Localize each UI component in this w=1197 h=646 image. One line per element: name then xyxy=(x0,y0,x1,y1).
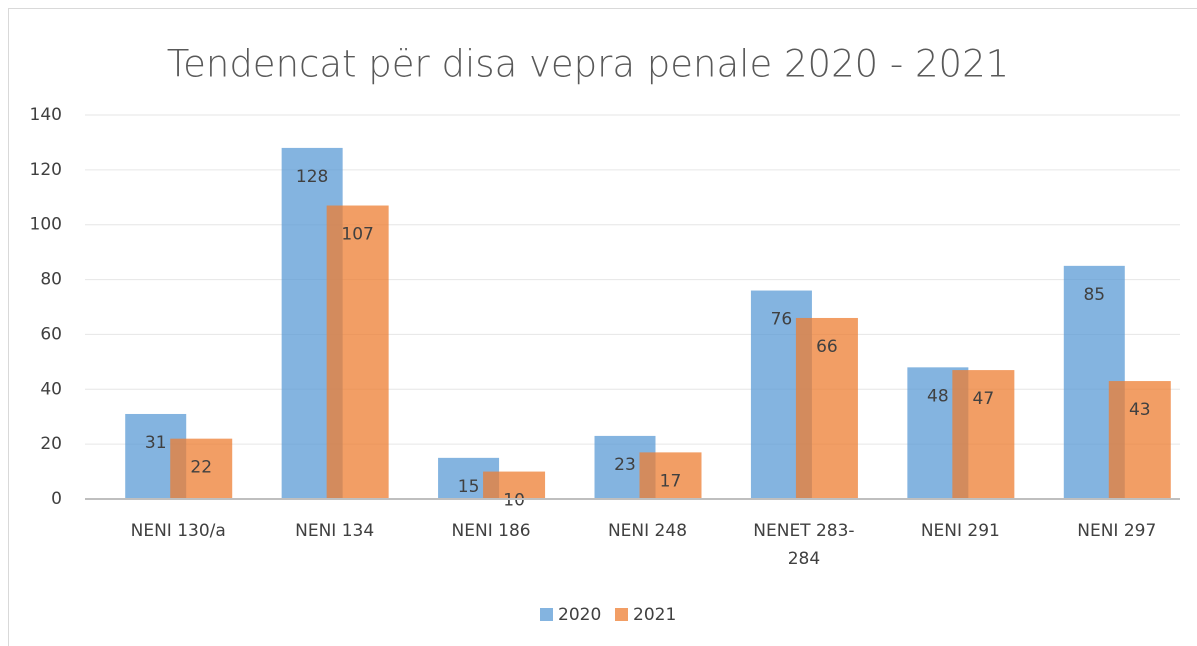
x-tick-label: NENI 248 xyxy=(607,521,688,541)
data-label: 85 xyxy=(1083,285,1105,305)
data-label: 66 xyxy=(816,337,838,357)
y-tick-label: 80 xyxy=(40,270,62,290)
y-tick-label: 100 xyxy=(30,215,62,235)
bar xyxy=(326,205,389,499)
bar xyxy=(952,370,1015,499)
data-label: 15 xyxy=(458,477,480,497)
y-tick-label: 140 xyxy=(30,105,62,125)
x-tick-label: NENI 130/a xyxy=(130,521,226,541)
legend-swatch xyxy=(540,608,553,621)
data-label: 76 xyxy=(771,310,793,330)
data-label: 47 xyxy=(973,389,995,409)
x-tick-label: NENI 186 xyxy=(451,521,531,541)
legend-label: 2021 xyxy=(633,605,676,625)
legend-swatch xyxy=(615,608,628,621)
bar xyxy=(795,317,858,499)
chart-title: Tendencat për disa vepra penale 2020 - 2… xyxy=(167,43,1009,86)
bar xyxy=(1108,381,1171,499)
y-tick-label: 0 xyxy=(51,489,62,509)
data-label: 22 xyxy=(190,458,212,478)
data-label: 43 xyxy=(1129,400,1151,420)
y-tick-label: 120 xyxy=(30,160,62,180)
bar xyxy=(639,452,702,499)
chart-border xyxy=(8,8,1197,646)
data-label: 23 xyxy=(614,455,636,475)
y-tick-label: 20 xyxy=(40,434,62,454)
y-tick-label: 60 xyxy=(40,324,62,344)
x-tick-label: NENET 283-284 xyxy=(753,521,855,569)
data-label: 128 xyxy=(296,167,328,187)
data-label: 10 xyxy=(503,491,525,511)
legend-label: 2020 xyxy=(558,605,601,625)
bar xyxy=(483,471,546,499)
data-label: 31 xyxy=(145,433,167,453)
data-label: 17 xyxy=(660,471,682,491)
data-label: 107 xyxy=(341,225,373,245)
y-tick-label: 40 xyxy=(40,379,62,399)
x-tick-label: NENI 297 xyxy=(1077,521,1157,541)
x-tick-label: NENI 134 xyxy=(295,521,375,541)
bar xyxy=(170,438,233,499)
x-tick-label: NENI 291 xyxy=(920,521,1000,541)
data-label: 48 xyxy=(927,386,949,406)
